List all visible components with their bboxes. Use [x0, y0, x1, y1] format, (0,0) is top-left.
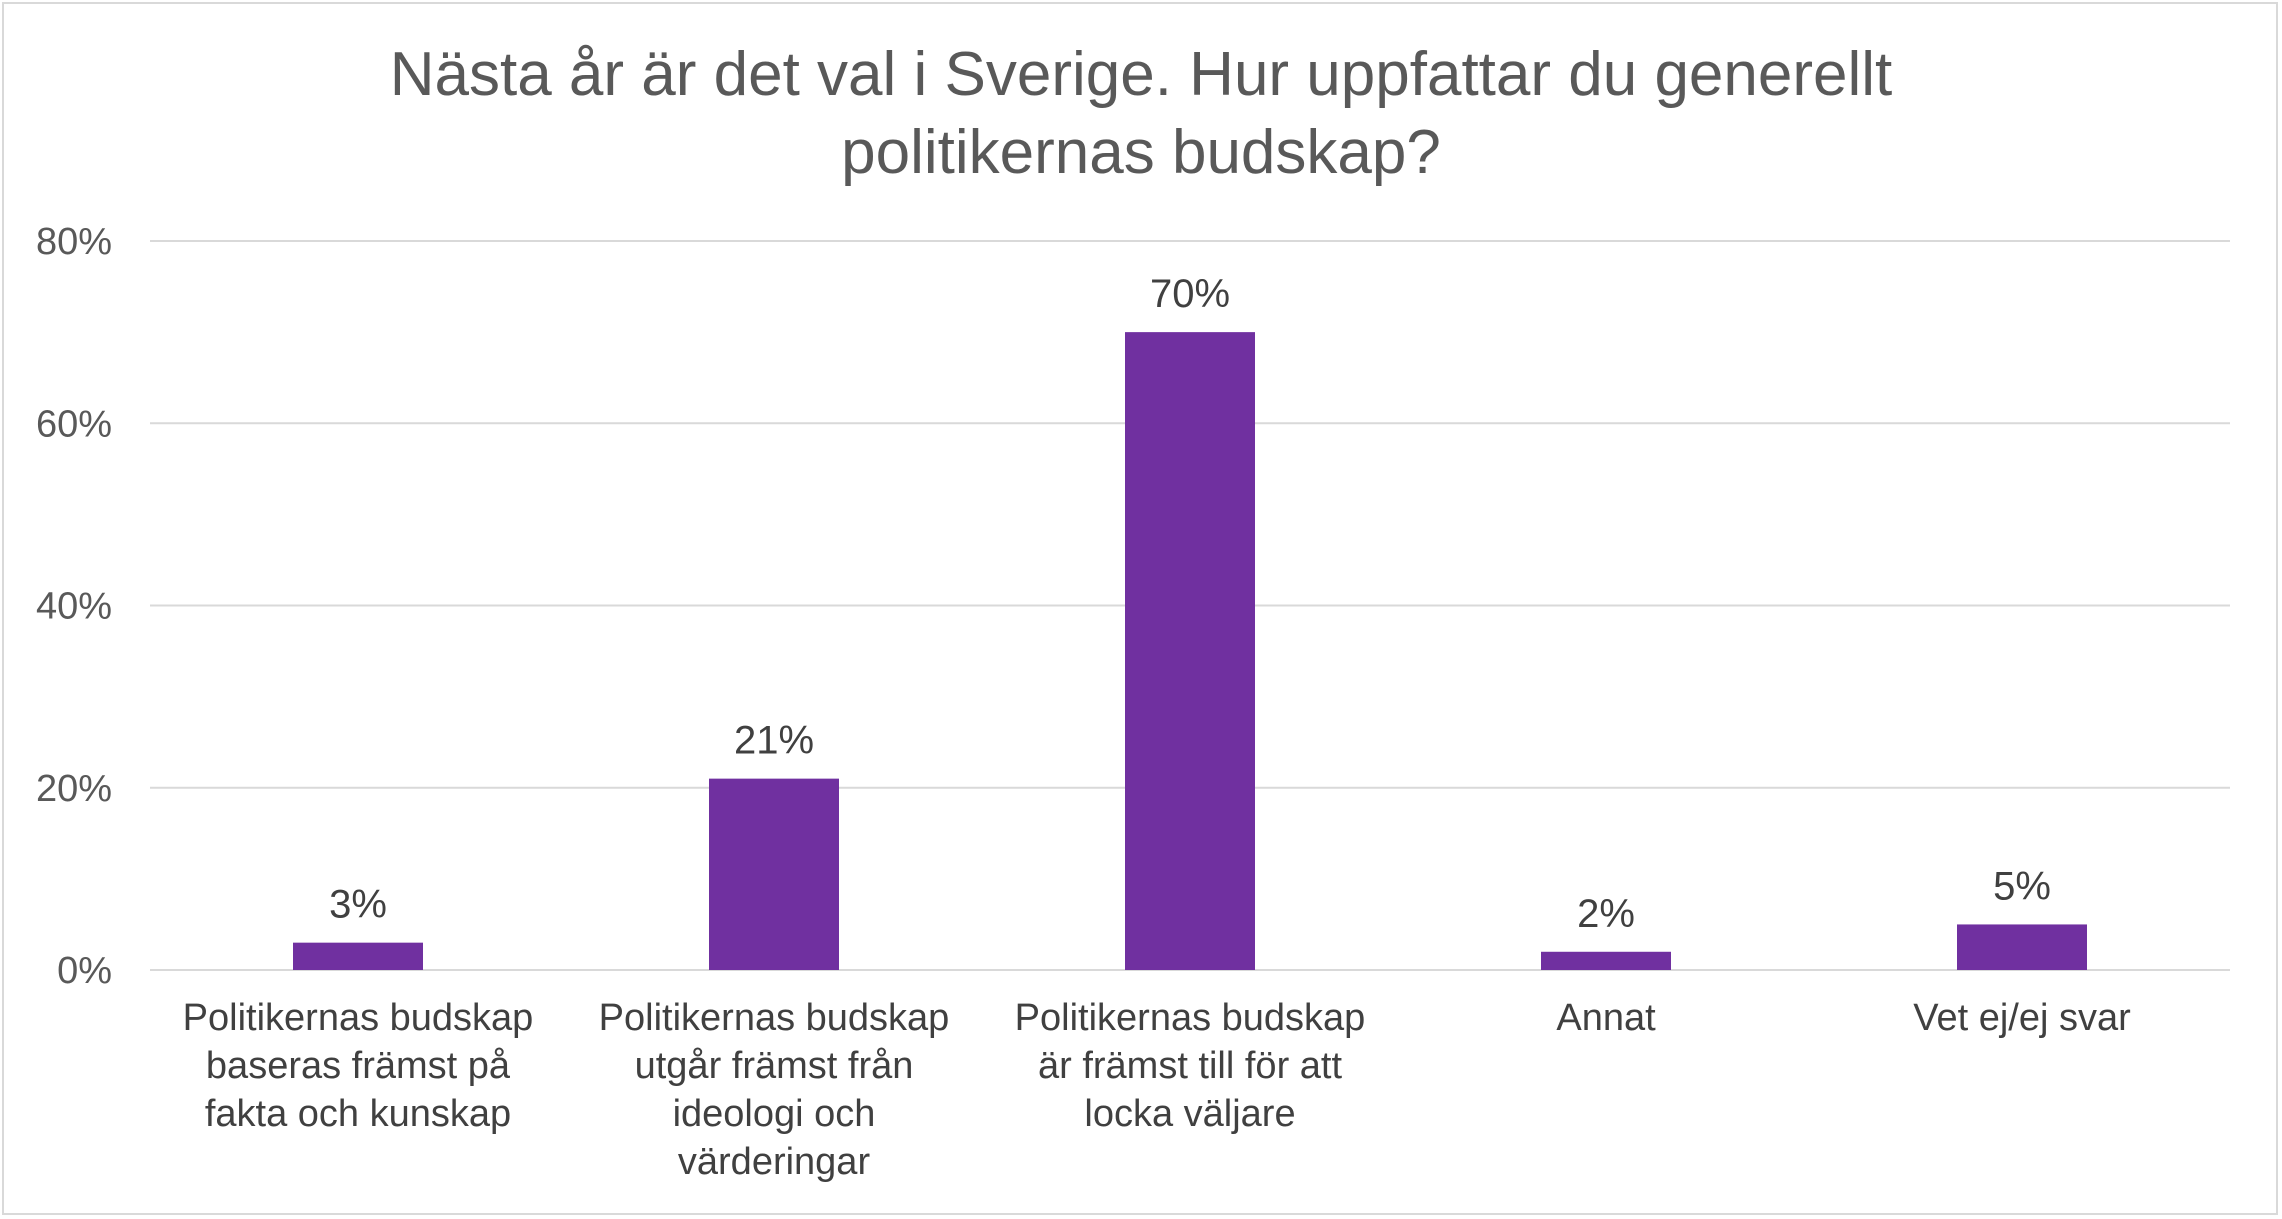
data-label: 70% — [1150, 272, 1230, 316]
x-category-label-line: fakta och kunskap — [205, 1093, 511, 1135]
data-label: 21% — [734, 719, 814, 763]
x-category-label-line: är främst till för att — [1038, 1045, 1342, 1087]
bar — [1957, 924, 2087, 970]
x-category-label-line: locka väljare — [1084, 1093, 1295, 1135]
data-labels: 3% 21% 70% 2% 5% — [329, 272, 2051, 936]
x-category-label-line: värderingar — [678, 1141, 871, 1183]
x-category-label: Politikernas budskap baseras främst på fak… — [183, 997, 534, 1135]
x-category-label: Politikernas budskap är främst till för a… — [1015, 997, 1366, 1135]
bar — [293, 942, 423, 970]
data-label: 3% — [329, 883, 387, 927]
y-axis-labels: 0% 20% 40% 60% 80% — [36, 221, 112, 992]
bars — [293, 332, 2087, 970]
x-category-label-line: utgår främst från — [635, 1045, 914, 1087]
x-category-label-line: ideologi och — [673, 1093, 876, 1135]
x-category-label-line: Annat — [1556, 997, 1656, 1039]
y-tick-label: 60% — [36, 403, 112, 445]
x-category-label: Politikernas budskap utgår främst från ide… — [599, 997, 950, 1183]
y-tick-label: 0% — [57, 950, 112, 992]
bar — [1125, 332, 1255, 970]
y-tick-label: 80% — [36, 221, 112, 263]
y-tick-label: 20% — [36, 768, 112, 810]
x-category-label-line: Vet ej/ej svar — [1913, 997, 2131, 1039]
x-category-label-line: Politikernas budskap — [1015, 997, 1366, 1039]
x-category-label-line: Politikernas budskap — [599, 997, 950, 1039]
bar — [1541, 951, 1671, 970]
chart-title-line-2: politikernas budskap? — [841, 118, 1441, 187]
data-label: 2% — [1577, 892, 1635, 936]
y-tick-label: 40% — [36, 586, 112, 628]
bar — [709, 778, 839, 970]
data-label: 5% — [1993, 864, 2051, 908]
x-axis-labels: Politikernas budskap baseras främst på fak… — [183, 997, 2131, 1183]
chart-title-line-1: Nästa år är det val i Sverige. Hur uppfa… — [389, 40, 1893, 109]
x-category-label: Annat — [1556, 997, 1656, 1039]
x-category-label-line: baseras främst på — [206, 1045, 511, 1087]
x-category-label-line: Politikernas budskap — [183, 997, 534, 1039]
chart-title: Nästa år är det val i Sverige. Hur uppfa… — [0, 36, 2282, 192]
x-category-label: Vet ej/ej svar — [1913, 997, 2131, 1039]
